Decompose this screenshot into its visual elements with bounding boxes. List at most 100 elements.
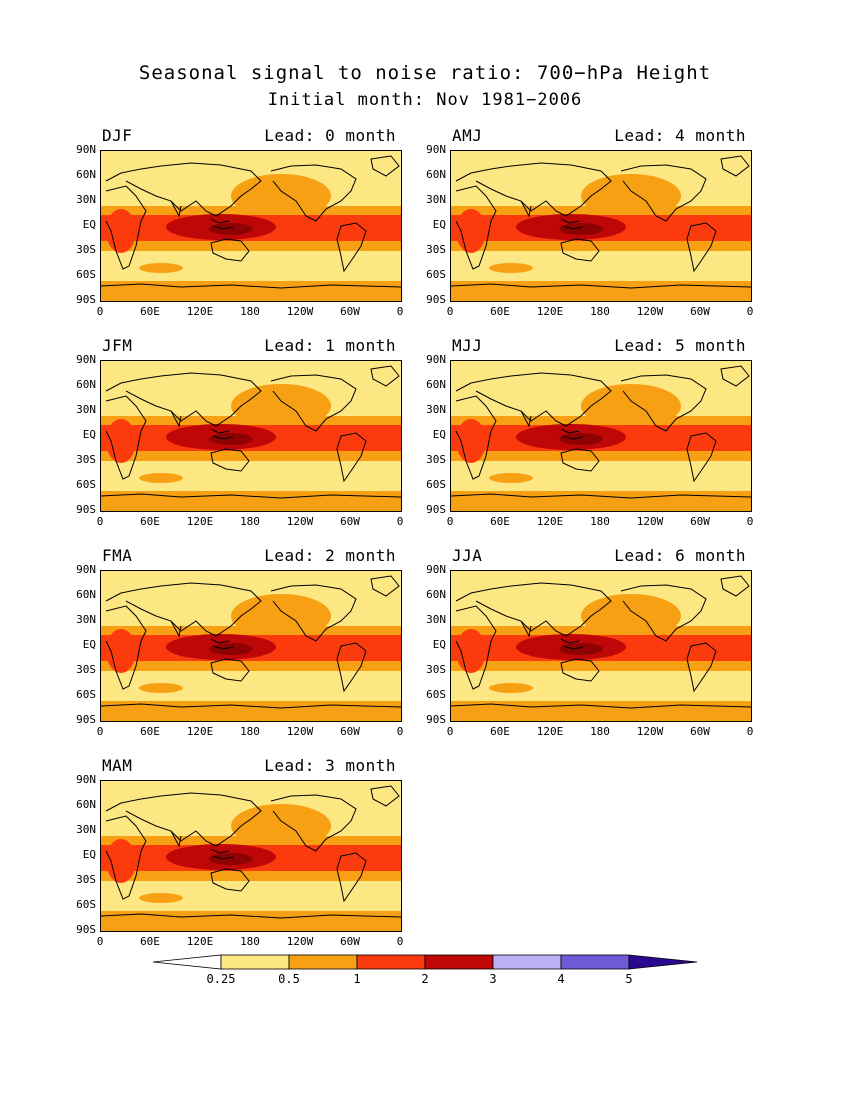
field-blob-sio bbox=[489, 473, 533, 483]
colorbar-tick-label: 5 bbox=[625, 972, 633, 986]
lat-tick-label: 30N bbox=[76, 403, 96, 416]
coastline bbox=[720, 155, 750, 177]
panel-lead-label: Lead: 6 month bbox=[614, 546, 746, 565]
coastline bbox=[210, 868, 250, 892]
coastline bbox=[170, 830, 182, 848]
lon-tick-label: 120E bbox=[536, 305, 564, 318]
lat-tick-label: 60S bbox=[76, 478, 96, 491]
lon-tick-label: 120W bbox=[286, 305, 314, 318]
coastline bbox=[210, 848, 234, 860]
map-panel-djf: DJF Lead: 0 month 90N 60N 30N EQ 30S 60S 90S 0 60E… bbox=[76, 126, 403, 318]
colorbar-segment bbox=[220, 954, 290, 970]
lon-tick-label: 60W bbox=[690, 725, 710, 738]
lat-tick-label: 30S bbox=[426, 453, 446, 466]
figure-title: Seasonal signal to noise ratio: 700−hPa … bbox=[138, 62, 712, 84]
lon-tick-label: 0 bbox=[96, 725, 104, 738]
lat-tick-label: 90N bbox=[76, 143, 96, 156]
panel-lead-label: Lead: 4 month bbox=[614, 126, 746, 145]
lat-tick-label: EQ bbox=[432, 218, 446, 231]
coastline bbox=[210, 428, 234, 440]
lat-tick-label: 90N bbox=[426, 563, 446, 576]
colorbar-segment bbox=[492, 954, 562, 970]
lon-tick-label: 60E bbox=[140, 725, 160, 738]
lat-tick-label: 30S bbox=[426, 243, 446, 256]
panel-lead-label: Lead: 0 month bbox=[264, 126, 396, 145]
panel-season-label: JJA bbox=[452, 546, 483, 565]
lat-tick-label: EQ bbox=[82, 428, 96, 441]
lat-tick-label: EQ bbox=[82, 638, 96, 651]
map-panel-fma: FMA Lead: 2 month 90N 60N 30N EQ 30S 60S 90S 0 60E… bbox=[76, 546, 403, 738]
lon-tick-label: 0 bbox=[746, 515, 754, 528]
coastline bbox=[560, 658, 600, 682]
coastline bbox=[720, 365, 750, 387]
lon-tick-label: 60E bbox=[140, 515, 160, 528]
lat-tick-label: 60N bbox=[426, 378, 446, 391]
lon-tick-label: 120E bbox=[186, 935, 214, 948]
panel-season-label: FMA bbox=[102, 546, 133, 565]
field-band-south bbox=[101, 281, 401, 301]
lon-tick-label: 60W bbox=[690, 515, 710, 528]
lat-tick-label: 30N bbox=[76, 823, 96, 836]
coastline bbox=[520, 410, 532, 428]
field-blob-core bbox=[209, 223, 253, 235]
coastline bbox=[451, 703, 751, 709]
coastline bbox=[620, 374, 707, 432]
lat-tick-label: 60S bbox=[426, 478, 446, 491]
lat-tick-label: 30S bbox=[76, 453, 96, 466]
coastline bbox=[336, 642, 367, 693]
lat-tick-label: 30N bbox=[426, 613, 446, 626]
field-blob-core bbox=[209, 853, 253, 865]
field-band-south bbox=[101, 911, 401, 931]
coastline bbox=[336, 222, 367, 273]
coastline bbox=[270, 374, 357, 432]
lat-tick-label: 60S bbox=[76, 268, 96, 281]
map-field bbox=[100, 570, 402, 722]
lat-tick-label: EQ bbox=[432, 428, 446, 441]
coastline bbox=[686, 642, 717, 693]
coastline bbox=[560, 218, 584, 230]
lon-tick-label: 0 bbox=[396, 515, 404, 528]
colorbar-low-triangle bbox=[152, 954, 222, 970]
coastline bbox=[455, 605, 497, 690]
panel-season-label: DJF bbox=[102, 126, 133, 145]
lon-tick-label: 120W bbox=[286, 725, 314, 738]
lat-tick-label: 90N bbox=[426, 143, 446, 156]
field-blob-npacific bbox=[231, 174, 331, 218]
panel-season-label: JFM bbox=[102, 336, 133, 355]
field-band-south bbox=[101, 491, 401, 511]
coastline bbox=[270, 164, 357, 222]
lat-tick-label: 60N bbox=[76, 588, 96, 601]
lat-tick-label: 60S bbox=[426, 688, 446, 701]
lat-tick-label: 90S bbox=[426, 503, 446, 516]
map-panel-jja: JJA Lead: 6 month 90N 60N 30N EQ 30S 60S 90S 0 60E… bbox=[426, 546, 753, 738]
map-field bbox=[100, 150, 402, 302]
lat-tick-label: 90N bbox=[76, 563, 96, 576]
lat-tick-label: 30N bbox=[76, 613, 96, 626]
coastline bbox=[105, 815, 147, 900]
lat-tick-label: 90N bbox=[76, 773, 96, 786]
lat-tick-label: 90S bbox=[76, 713, 96, 726]
lon-tick-label: 0 bbox=[746, 305, 754, 318]
lon-tick-label: 0 bbox=[746, 725, 754, 738]
colorbar-tick-label: 3 bbox=[489, 972, 497, 986]
lat-tick-label: EQ bbox=[432, 638, 446, 651]
coastline bbox=[101, 703, 401, 709]
field-blob-npacific bbox=[231, 804, 331, 848]
coastline bbox=[170, 200, 182, 218]
lat-tick-label: 30S bbox=[426, 663, 446, 676]
coastline bbox=[560, 238, 600, 262]
coastline bbox=[105, 605, 147, 690]
lon-tick-label: 180 bbox=[590, 515, 610, 528]
lat-tick-label: 60S bbox=[426, 268, 446, 281]
colorbar-segment bbox=[288, 954, 358, 970]
lon-tick-label: 0 bbox=[396, 725, 404, 738]
lon-tick-label: 120W bbox=[636, 305, 664, 318]
colorbar-tick-label: 4 bbox=[557, 972, 565, 986]
field-blob-sio bbox=[139, 893, 183, 903]
field-blob-npacific bbox=[581, 594, 681, 638]
lon-tick-label: 0 bbox=[96, 935, 104, 948]
lon-tick-label: 0 bbox=[96, 305, 104, 318]
lon-tick-label: 60W bbox=[340, 305, 360, 318]
lon-tick-label: 120W bbox=[286, 515, 314, 528]
coastline bbox=[101, 493, 401, 499]
